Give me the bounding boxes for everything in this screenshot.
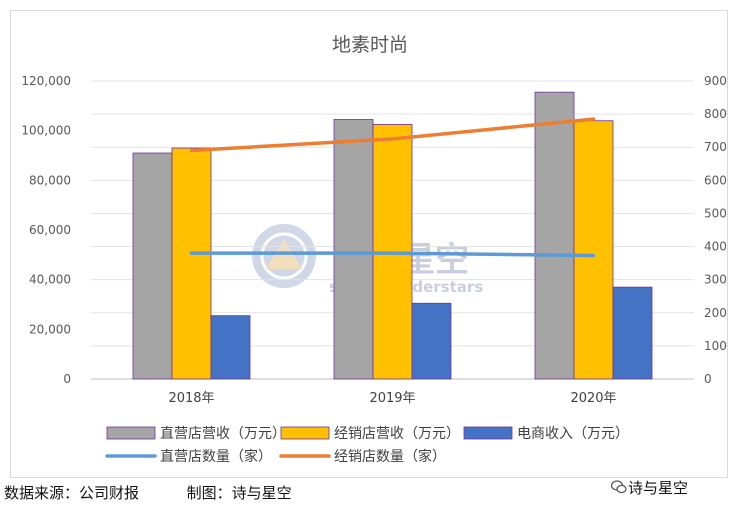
legend-swatch (106, 426, 156, 440)
y-right-tick-label: 100 (704, 339, 727, 353)
x-tick-label: 2019年 (369, 391, 415, 406)
bar (171, 147, 212, 380)
chart-svg: 诗与星空 singingunderstars 01002003004005006… (21, 34, 727, 465)
axis-layer: 0 100 200 300 400 500 600 700 800 900 0 20,000 40,00… (21, 74, 727, 406)
wechat-icon (611, 480, 627, 494)
y-left-tick-label: 120,000 (21, 74, 71, 88)
y-right-tick-label: 500 (704, 206, 727, 220)
bar (573, 120, 614, 380)
legend-label: 经销店营收（万元） (334, 426, 460, 442)
y-right-tick-label: 0 (704, 372, 712, 386)
bar (210, 315, 251, 380)
y-right-tick-label: 900 (704, 74, 727, 88)
x-tick-label: 2018年 (168, 391, 214, 406)
lines-layer (189, 117, 596, 258)
y-left-tick-label: 40,000 (29, 273, 71, 287)
bar (333, 119, 374, 380)
bar (534, 91, 575, 380)
bar (132, 152, 173, 380)
y-left-tick-label: 80,000 (29, 173, 71, 187)
legend-layer: 直营店营收（万元） 经销店营收（万元） 电商收入（万元） 直营店数量（家） 经销店数量（… (105, 425, 629, 465)
x-tick-label: 2020年 (570, 391, 616, 406)
legend-label: 经销店数量（家） (334, 448, 446, 465)
bar (411, 302, 452, 380)
y-left-tick-label: 100,000 (21, 124, 71, 138)
y-left-tick-label: 60,000 (29, 223, 71, 237)
chart-frame: 诗与星空 singingunderstars 01002003004005006… (10, 10, 728, 478)
bars-layer (132, 91, 653, 380)
watermark-logo (252, 224, 316, 288)
legend-swatch (463, 426, 513, 440)
series-line (189, 117, 596, 153)
source-note: 数据来源：公司财报 制图：诗与星空 (4, 484, 292, 502)
legend-label: 直营店营收（万元） (160, 425, 286, 442)
y-left-tick-label: 20,000 (29, 322, 71, 336)
chart-title: 地素时尚 (332, 34, 408, 56)
y-right-tick-label: 800 (704, 107, 727, 121)
bar (612, 286, 653, 380)
series-line (189, 251, 596, 258)
y-right-tick-label: 700 (704, 140, 727, 154)
y-right-tick-label: 200 (704, 306, 727, 320)
y-right-tick-label: 300 (704, 273, 727, 287)
y-right-tick-label: 600 (704, 173, 727, 187)
legend-label: 直营店数量（家） (160, 448, 272, 465)
y-right-tick-label: 400 (704, 240, 727, 254)
legend-label: 电商收入（万元） (517, 426, 629, 442)
account-name: 诗与星空 (628, 479, 689, 497)
y-left-tick-label: 0 (63, 372, 71, 386)
legend-swatch (280, 426, 330, 440)
